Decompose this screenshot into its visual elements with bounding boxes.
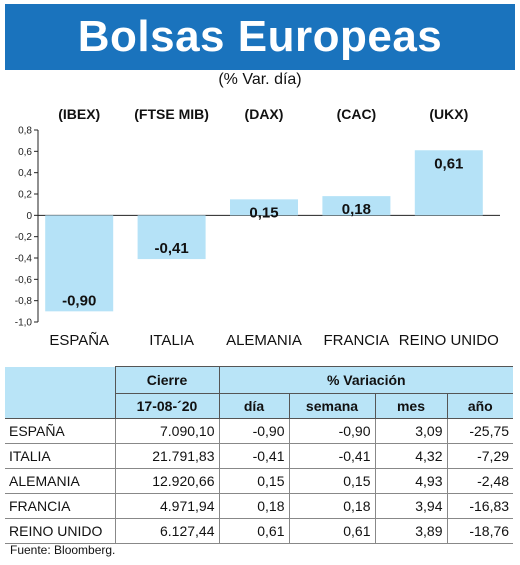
bar-value-label: 0,18 (342, 201, 371, 218)
table-row: FRANCIA 4.971,94 0,18 0,18 3,94 -16,83 (5, 493, 514, 519)
y-tick-label: 0,2 (18, 190, 32, 201)
table-row: ESPAÑA 7.090,10 -0,90 -0,90 3,09 -25,75 (5, 418, 514, 444)
x-category-label: FRANCIA (323, 332, 389, 349)
mes-cell: 3,94 (374, 493, 448, 519)
y-tick-label: -0,8 (15, 296, 33, 307)
ano-cell: -16,83 (446, 493, 514, 519)
country-cell: FRANCIA (5, 493, 116, 519)
mes-cell: 4,32 (374, 443, 448, 469)
ano-cell: -18,76 (446, 518, 514, 544)
y-tick-label: 0,8 (18, 126, 32, 137)
semana-cell: 0,15 (288, 468, 376, 494)
dia-cell: 0,61 (218, 518, 290, 544)
dia-cell: -0,90 (218, 418, 290, 444)
cierre-cell: 21.791,83 (114, 443, 220, 469)
table-body: ESPAÑA 7.090,10 -0,90 -0,90 3,09 -25,75 ITALIA… (5, 418, 514, 544)
index-code-label: (DAX) (245, 106, 284, 122)
x-category-label: ITALIA (149, 332, 194, 349)
header-cierre: Cierre (114, 366, 220, 394)
header-semana: semana (288, 393, 376, 419)
mes-cell: 3,09 (374, 418, 448, 444)
table-row: ALEMANIA 12.920,66 0,15 0,15 4,93 -2,48 (5, 468, 514, 494)
ano-cell: -2,48 (446, 468, 514, 494)
data-table: Cierre % Variación 17-08-´20 día semana … (5, 366, 514, 544)
mes-cell: 4,93 (374, 468, 448, 494)
dia-cell: 0,18 (218, 493, 290, 519)
cierre-cell: 12.920,66 (114, 468, 220, 494)
ano-cell: -25,75 (446, 418, 514, 444)
x-category-label: ALEMANIA (226, 332, 302, 349)
header-variacion: % Variación (218, 366, 514, 394)
table-row: REINO UNIDO 6.127,44 0,61 0,61 3,89 -18,76 (5, 518, 514, 544)
header-mes: mes (374, 393, 448, 419)
chart-subtitle: (% Var. día) (218, 71, 302, 88)
cierre-cell: 4.971,94 (114, 493, 220, 519)
x-category-label: ESPAÑA (49, 332, 109, 349)
mes-cell: 3,89 (374, 518, 448, 544)
y-tick-label: -1,0 (15, 318, 33, 329)
bar (322, 196, 391, 216)
dia-cell: -0,41 (218, 443, 290, 469)
semana-cell: -0,41 (288, 443, 376, 469)
y-tick-label: 0,6 (18, 147, 32, 158)
header-ano: año (446, 393, 514, 419)
table-row: ITALIA 21.791,83 -0,41 -0,41 4,32 -7,29 (5, 443, 514, 469)
index-code-label: (CAC) (337, 106, 377, 122)
table-group-header-row: Cierre % Variación (5, 366, 514, 419)
cierre-cell: 7.090,10 (114, 418, 220, 444)
y-tick-label: 0,4 (18, 168, 32, 179)
header-dia: día (218, 393, 290, 419)
dia-cell: 0,15 (218, 468, 290, 494)
bar-value-label: 0,15 (249, 204, 278, 221)
bar (414, 150, 483, 216)
ano-cell: -7,29 (446, 443, 514, 469)
bar-value-label: -0,41 (154, 240, 188, 257)
index-code-label: (UKX) (429, 106, 468, 122)
y-tick-label: -0,4 (15, 254, 33, 265)
semana-cell: -0,90 (288, 418, 376, 444)
country-cell: ITALIA (5, 443, 116, 469)
table-corner-header (5, 366, 116, 419)
cierre-cell: 6.127,44 (114, 518, 220, 544)
header-date: 17-08-´20 (114, 393, 220, 419)
country-cell: ALEMANIA (5, 468, 116, 494)
semana-cell: 0,61 (288, 518, 376, 544)
bar-chart: 0,8 0,6 0,4 0,2 0 -0,2 -0,4 -0,6 -0,8 -1,0 -0,90 (I… (15, 106, 500, 349)
y-tick-label: -0,6 (15, 275, 33, 286)
bar (137, 215, 206, 260)
country-cell: REINO UNIDO (5, 518, 116, 544)
table-column-header-row: 17-08-´20 día semana mes año (5, 393, 514, 419)
semana-cell: 0,18 (288, 493, 376, 519)
title-banner: Bolsas Europeas (5, 4, 515, 70)
bar-value-label: -0,90 (62, 292, 96, 309)
bar-value-label: 0,61 (434, 155, 463, 172)
y-tick-label: -0,2 (15, 232, 33, 243)
index-code-label: (FTSE MIB) (134, 106, 209, 122)
source-note: Fuente: Bloomberg. (10, 543, 116, 557)
y-tick-label: 0 (26, 211, 32, 222)
bar (45, 215, 114, 312)
country-cell: ESPAÑA (5, 418, 116, 444)
page-title: Bolsas Europeas (77, 12, 443, 61)
x-category-label: REINO UNIDO (399, 332, 499, 349)
bar (230, 199, 298, 216)
index-code-label: (IBEX) (58, 106, 100, 122)
